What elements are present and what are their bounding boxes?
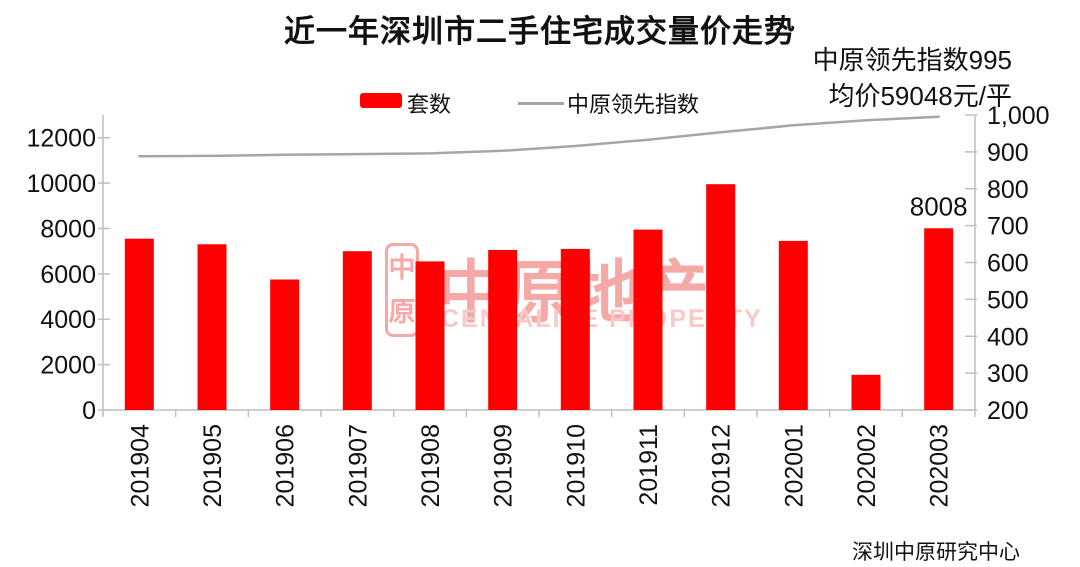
right-tick-label: 800 bbox=[987, 176, 1029, 204]
right-tick-label: 600 bbox=[987, 250, 1029, 278]
bar-202001 bbox=[778, 240, 808, 410]
annotation-index-value: 中原领先指数995 bbox=[812, 45, 1012, 75]
bar-201909 bbox=[488, 250, 518, 410]
bar-201911 bbox=[633, 229, 663, 410]
legend-bar-swatch-icon bbox=[360, 93, 402, 108]
right-tick-label: 200 bbox=[987, 397, 1029, 425]
bar-201906 bbox=[270, 279, 300, 410]
bar-value-label: 8008 bbox=[910, 191, 968, 221]
left-tick-label: 4000 bbox=[40, 306, 96, 334]
bar-201905 bbox=[197, 244, 227, 410]
bar-201910 bbox=[560, 248, 590, 410]
left-tick-label: 12000 bbox=[26, 125, 96, 153]
left-tick-label: 6000 bbox=[40, 261, 96, 289]
bar-201904 bbox=[124, 238, 154, 410]
x-tick-label-201912: 201912 bbox=[708, 424, 736, 507]
bar-202002 bbox=[851, 374, 881, 410]
x-tick-label-201910: 201910 bbox=[562, 424, 590, 507]
x-tick-label-201908: 201908 bbox=[417, 424, 445, 507]
x-tick-label-202002: 202002 bbox=[853, 424, 881, 507]
left-tick-label: 0 bbox=[82, 397, 96, 425]
index-line bbox=[138, 115, 940, 158]
right-tick-label: 500 bbox=[987, 286, 1029, 314]
bar-201908 bbox=[415, 261, 445, 410]
x-tick-label-202003: 202003 bbox=[926, 424, 954, 507]
x-tick-label-201905: 201905 bbox=[199, 424, 227, 507]
right-tick-label: 1,000 bbox=[987, 102, 1050, 130]
x-tick-label-201911: 201911 bbox=[635, 424, 663, 506]
bar-202003 bbox=[924, 228, 954, 410]
right-tick-label: 900 bbox=[987, 139, 1029, 167]
legend-line-label: 中原领先指数 bbox=[567, 92, 700, 117]
bar-201907 bbox=[342, 251, 372, 410]
right-tick-label: 300 bbox=[987, 360, 1029, 388]
left-tick-label: 8000 bbox=[40, 215, 96, 243]
legend-line-swatch-icon bbox=[518, 102, 564, 105]
left-tick-label: 10000 bbox=[26, 170, 96, 198]
source-credit: 深圳中原研究中心 bbox=[852, 541, 1020, 564]
legend-bar-label: 套数 bbox=[407, 92, 452, 117]
seal-char-bottom: 原 bbox=[388, 296, 416, 327]
left-tick-label: 2000 bbox=[40, 352, 96, 380]
bar-201912 bbox=[706, 184, 736, 410]
x-tick-label-201907: 201907 bbox=[344, 424, 372, 507]
seal-char-top: 中 bbox=[388, 252, 416, 283]
x-tick-label-201904: 201904 bbox=[126, 424, 154, 508]
right-tick-label: 400 bbox=[987, 323, 1029, 351]
right-tick-label: 700 bbox=[987, 213, 1029, 241]
annotation-block: 中原领先指数995 均价59048元/平 bbox=[813, 42, 1012, 114]
chart-title: 近一年深圳市二手住宅成交量价走势 bbox=[284, 14, 796, 49]
x-tick-label-201909: 201909 bbox=[490, 424, 518, 507]
annotation-avg-price: 均价59048元/平 bbox=[828, 81, 1012, 111]
x-tick-label-201906: 201906 bbox=[272, 424, 300, 507]
x-tick-label-202001: 202001 bbox=[780, 424, 808, 507]
